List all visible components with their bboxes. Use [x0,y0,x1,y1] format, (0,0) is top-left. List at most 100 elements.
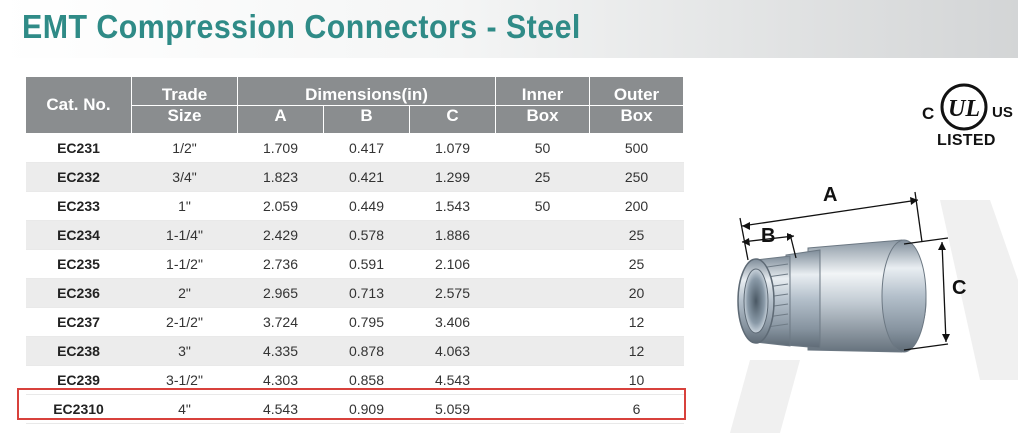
cell-cat-no: EC231 [25,133,132,163]
cell-dim-c: 1.299 [409,162,496,192]
ul-mark-text: UL [948,96,980,122]
cell-dim-b: 0.591 [323,249,410,279]
cell-trade-size: 3" [131,336,238,366]
cell-outer-box: 25 [589,220,684,250]
cell-dim-a: 1.709 [237,133,324,163]
ul-us-mark: US [992,104,1013,121]
table-row: EC238 3" 4.335 0.878 4.063 12 [25,336,684,366]
cell-outer-box: 20 [589,278,684,308]
cell-outer-box: 12 [589,307,684,337]
cell-cat-no: EC232 [25,162,132,192]
row-highlight-box [17,388,686,420]
cell-dim-c: 3.406 [409,307,496,337]
dimension-label-b: B [761,225,776,247]
header-cat-no: Cat. No. [25,76,132,134]
cell-dim-a: 3.724 [237,307,324,337]
cell-outer-box: 10 [589,365,684,395]
cell-cat-no: EC234 [25,220,132,250]
header-dim-b: B [323,105,410,134]
cell-dim-c: 1.079 [409,133,496,163]
header-dim-a: A [237,105,324,134]
cell-inner-box [495,278,590,308]
cell-dim-a: 4.335 [237,336,324,366]
cell-dim-b: 0.858 [323,365,410,395]
cell-dim-b: 0.417 [323,133,410,163]
cell-dim-a: 1.823 [237,162,324,192]
cell-dim-a: 2.965 [237,278,324,308]
header-dim-c: C [409,105,496,134]
cell-cat-no: EC237 [25,307,132,337]
cell-trade-size: 3/4" [131,162,238,192]
header-trade-top: Trade [131,76,238,106]
cell-trade-size: 2-1/2" [131,307,238,337]
cell-inner-box [495,365,590,395]
connector-illustration [730,191,1018,433]
cell-cat-no: EC235 [25,249,132,279]
cell-dim-a: 2.736 [237,249,324,279]
page-title: EMT Compression Connectors - Steel [22,8,581,45]
table-row: EC235 1-1/2" 2.736 0.591 2.106 25 [25,249,684,279]
cell-inner-box [495,307,590,337]
cell-trade-size: 3-1/2" [131,365,238,395]
table-row: EC233 1" 2.059 0.449 1.543 50 200 [25,191,684,221]
cell-dim-a: 2.059 [237,191,324,221]
header-inner-top: Inner [495,76,590,106]
cell-cat-no: EC236 [25,278,132,308]
cell-dim-c: 4.063 [409,336,496,366]
cell-cat-no: EC239 [25,365,132,395]
table-row: EC232 3/4" 1.823 0.421 1.299 25 250 [25,162,684,192]
title-bar: EMT Compression Connectors - Steel [0,0,1018,58]
cell-dim-b: 0.878 [323,336,410,366]
dimension-arrows [742,197,950,342]
cell-trade-size: 1" [131,191,238,221]
cell-inner-box: 50 [495,191,590,221]
header-outer-bottom: Box [589,105,684,134]
cell-dim-c: 2.106 [409,249,496,279]
header-row-2: Size A B C Box Box [26,105,684,134]
ul-c-mark: C [922,104,935,123]
cell-dim-b: 0.421 [323,162,410,192]
header-inner-bottom: Box [495,105,590,134]
header-outer-top: Outer [589,76,684,106]
cell-dim-c: 2.575 [409,278,496,308]
cell-outer-box: 500 [589,133,684,163]
cell-inner-box: 25 [495,162,590,192]
table-row: EC231 1/2" 1.709 0.417 1.079 50 500 [25,133,684,163]
dimension-label-a: A [823,184,838,206]
ul-circle-icon: UL [940,83,988,131]
table-row: EC237 2-1/2" 3.724 0.795 3.406 12 [25,307,684,337]
ul-listed-logo: C UL US LISTED [922,80,1018,156]
watermark-graphic [730,200,1018,433]
cell-dim-a: 4.303 [237,365,324,395]
ul-listed-label: LISTED [937,132,996,149]
cell-outer-box: 200 [589,191,684,221]
cell-dim-c: 4.543 [409,365,496,395]
cell-inner-box [495,249,590,279]
cell-trade-size: 2" [131,278,238,308]
cell-dim-c: 1.543 [409,191,496,221]
cell-dim-b: 0.449 [323,191,410,221]
cell-dim-a: 2.429 [237,220,324,250]
cell-trade-size: 1-1/4" [131,220,238,250]
cell-dim-b: 0.578 [323,220,410,250]
header-row: Cat. No. Trade Dimensions(in) Inner Oute… [25,76,684,134]
table-row: EC236 2" 2.965 0.713 2.575 20 [25,278,684,308]
cell-trade-size: 1/2" [131,133,238,163]
table-row: EC239 3-1/2" 4.303 0.858 4.543 10 [25,365,684,395]
cell-dim-b: 0.713 [323,278,410,308]
header-dimensions: Dimensions(in) [237,76,496,106]
cell-dim-b: 0.795 [323,307,410,337]
header-trade-bottom: Size [131,105,238,134]
cell-outer-box: 250 [589,162,684,192]
cell-trade-size: 1-1/2" [131,249,238,279]
cell-inner-box: 50 [495,133,590,163]
cell-dim-c: 1.886 [409,220,496,250]
cell-cat-no: EC233 [25,191,132,221]
cell-inner-box [495,220,590,250]
connector-body [737,239,927,353]
dimension-label-c: C [952,277,967,299]
spec-table: Cat. No. Trade Dimensions(in) Inner Oute… [25,76,684,424]
table-row: EC234 1-1/4" 2.429 0.578 1.886 25 [25,220,684,250]
cell-inner-box [495,336,590,366]
cell-outer-box: 25 [589,249,684,279]
